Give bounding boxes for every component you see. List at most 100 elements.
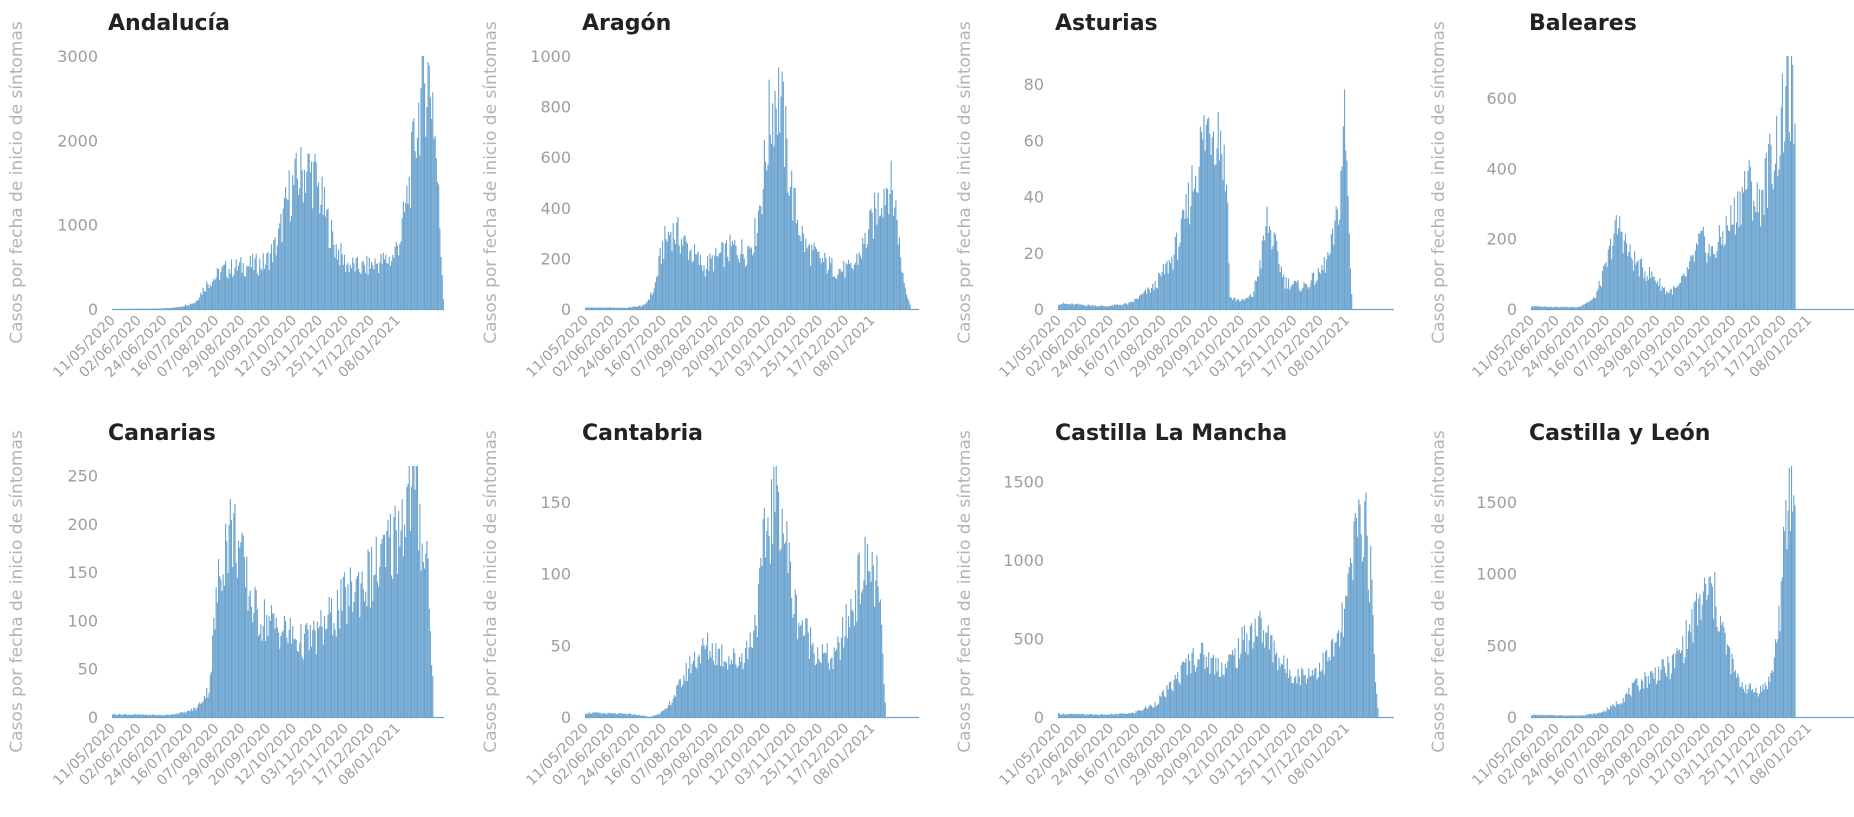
bar	[657, 275, 659, 309]
bar	[613, 307, 615, 309]
bar	[1093, 306, 1095, 309]
bar	[381, 264, 383, 309]
bar	[786, 521, 788, 717]
bar	[1100, 305, 1103, 309]
bar	[236, 577, 238, 717]
bar	[154, 714, 156, 717]
bar	[1129, 713, 1131, 717]
bar	[823, 261, 825, 309]
bar	[1559, 307, 1561, 309]
bar	[1116, 304, 1118, 309]
bar	[354, 592, 356, 717]
bar	[1553, 307, 1555, 309]
bar	[325, 216, 327, 309]
bar	[1292, 284, 1294, 309]
bar	[416, 466, 419, 717]
bar	[1270, 229, 1272, 309]
bar	[220, 579, 222, 717]
bar	[1198, 659, 1200, 717]
bar	[1535, 306, 1537, 309]
bar	[314, 630, 316, 717]
bar	[831, 257, 833, 309]
bar	[1605, 261, 1607, 309]
bar	[1130, 712, 1132, 717]
bar	[1303, 675, 1305, 717]
y-tick-label: 600	[1486, 89, 1517, 108]
bar	[1761, 190, 1763, 309]
bar	[685, 662, 687, 717]
bar	[729, 664, 731, 717]
bar	[1542, 306, 1544, 309]
bar	[353, 262, 355, 309]
bar	[1607, 249, 1609, 309]
bar	[882, 217, 884, 309]
bar	[1083, 713, 1085, 717]
bar	[242, 263, 244, 309]
bar	[288, 170, 290, 309]
bar	[684, 680, 686, 717]
bar	[833, 647, 835, 717]
bar	[1259, 610, 1261, 717]
bar	[1341, 602, 1343, 717]
y-tick-label: 500	[1486, 636, 1517, 655]
bar	[1315, 667, 1317, 717]
bar	[696, 668, 698, 717]
bar	[1587, 714, 1589, 717]
bar	[1784, 531, 1786, 717]
bar	[598, 307, 600, 309]
bar	[890, 160, 892, 309]
bar	[1305, 283, 1307, 309]
bar	[1763, 689, 1765, 717]
bar	[631, 714, 633, 717]
bar	[1699, 233, 1701, 309]
bar	[1730, 205, 1732, 309]
bar	[661, 710, 664, 717]
bar	[1173, 679, 1175, 717]
bar	[348, 272, 350, 309]
bar	[648, 299, 651, 309]
bar	[1284, 288, 1286, 309]
bar	[1282, 664, 1284, 717]
bar	[233, 275, 235, 309]
bar	[1090, 306, 1092, 309]
y-tick-label: 3000	[57, 47, 98, 66]
bar	[321, 626, 323, 717]
bar	[345, 587, 347, 717]
bar	[864, 232, 866, 309]
bar	[442, 299, 444, 309]
bar	[666, 241, 668, 309]
bar	[393, 257, 395, 309]
bar	[372, 600, 374, 717]
bar	[1627, 255, 1629, 309]
bar	[1582, 304, 1584, 309]
bar	[817, 647, 819, 717]
bar	[657, 714, 659, 717]
bar	[262, 253, 264, 309]
bar	[278, 632, 280, 717]
bar	[1676, 286, 1678, 309]
bar	[600, 713, 602, 717]
bar	[1787, 510, 1789, 717]
bar	[1789, 530, 1791, 717]
bar	[1226, 184, 1228, 309]
bar	[840, 271, 842, 309]
bar	[859, 255, 861, 309]
bar	[205, 698, 207, 717]
bar	[168, 714, 170, 717]
bar	[167, 308, 169, 309]
bar	[183, 711, 185, 717]
bar	[197, 299, 200, 309]
bar	[116, 714, 118, 717]
bar	[159, 714, 161, 717]
bar	[213, 278, 215, 309]
bar	[710, 258, 712, 309]
bar	[249, 255, 251, 309]
bar	[188, 305, 190, 309]
bar	[767, 164, 769, 309]
bar	[635, 307, 638, 309]
bar	[1177, 672, 1179, 717]
bar	[801, 620, 803, 717]
